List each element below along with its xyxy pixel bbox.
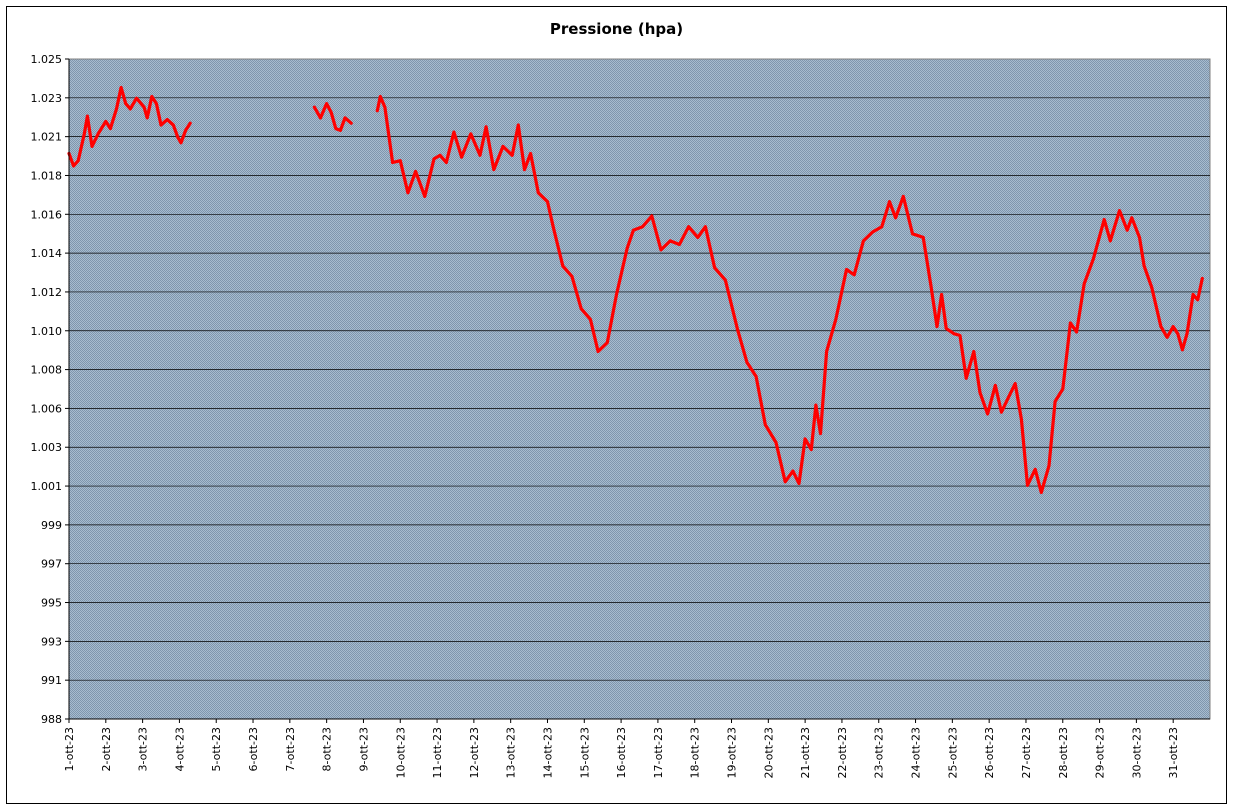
plot-area: [68, 58, 1211, 720]
x-tick-label: 13-ott-23: [505, 727, 518, 779]
x-tick-label: 4-ott-23: [173, 727, 186, 772]
y-tick-label: 1.023: [31, 92, 63, 105]
x-tick-label: 22-ott-23: [836, 727, 849, 779]
x-tick-label: 25-ott-23: [946, 727, 959, 779]
x-tick-label: 24-ott-23: [910, 727, 923, 779]
x-tick-label: 18-ott-23: [689, 727, 702, 779]
x-tick-label: 12-ott-23: [468, 727, 481, 779]
series-lines: [67, 85, 1204, 495]
x-tick-label: 30-ott-23: [1130, 727, 1143, 779]
pressure-line-segment: [312, 101, 353, 132]
x-tick-label: 7-ott-23: [284, 727, 297, 772]
x-tick-label: 28-ott-23: [1057, 727, 1070, 779]
y-tick-label: 1.010: [31, 325, 63, 338]
x-tick-label: 11-ott-23: [431, 727, 444, 779]
y-tick-label: 1.018: [31, 169, 63, 182]
y-tick-label: 1.025: [31, 53, 63, 66]
pressure-line-segment: [375, 94, 1204, 495]
y-tick-label: 1.008: [31, 364, 63, 377]
y-tick-label: 995: [41, 597, 62, 610]
x-tick-label: 21-ott-23: [799, 727, 812, 779]
x-tick-label: 8-ott-23: [321, 727, 334, 772]
chart-title: Pressione (hpa): [549, 20, 684, 38]
x-axis-ticks: 1-ott-23 2-ott-23 3-ott-23 4-ott-23 5-ott-23…: [63, 719, 1180, 779]
x-tick-label: 17-ott-23: [652, 727, 665, 779]
y-tick-label: 997: [41, 558, 62, 571]
x-tick-label: 26-ott-23: [983, 727, 996, 779]
y-tick-label: 999: [41, 519, 62, 532]
y-tick-label: 1.021: [31, 131, 63, 144]
x-tick-label: 14-ott-23: [541, 727, 554, 779]
y-tick-label: 1.016: [31, 208, 63, 221]
x-tick-label: 5-ott-23: [210, 727, 223, 772]
x-tick-label: 3-ott-23: [137, 727, 150, 772]
y-tick-label: 1.003: [31, 441, 63, 454]
x-tick-label: 27-ott-23: [1020, 727, 1033, 779]
x-tick-label: 19-ott-23: [726, 727, 739, 779]
x-tick-label: 16-ott-23: [615, 727, 628, 779]
x-tick-label: 23-ott-23: [873, 727, 886, 779]
x-tick-label: 15-ott-23: [578, 727, 591, 779]
x-tick-label: 9-ott-23: [357, 727, 370, 772]
x-tick-label: 6-ott-23: [247, 727, 260, 772]
x-tick-label: 1-ott-23: [63, 727, 76, 772]
y-tick-label: 1.014: [31, 247, 63, 260]
pressure-line-segment: [67, 85, 192, 168]
x-tick-label: 20-ott-23: [762, 727, 775, 779]
x-tick-label: 29-ott-23: [1094, 727, 1107, 779]
y-tick-label: 988: [41, 713, 62, 726]
y-tick-label: 1.012: [31, 286, 63, 299]
y-axis-ticks: 988 991 993 995 997 999 1.001 1.003 1.006 1.008 1.…: [31, 53, 69, 726]
x-tick-label: 10-ott-23: [394, 727, 407, 779]
y-tick-label: 1.006: [31, 402, 63, 415]
y-tick-label: 993: [41, 635, 62, 648]
y-tick-label: 1.001: [31, 480, 63, 493]
x-tick-label: 31-ott-23: [1167, 727, 1180, 779]
x-tick-label: 2-ott-23: [100, 727, 113, 772]
y-tick-label: 991: [41, 674, 62, 687]
